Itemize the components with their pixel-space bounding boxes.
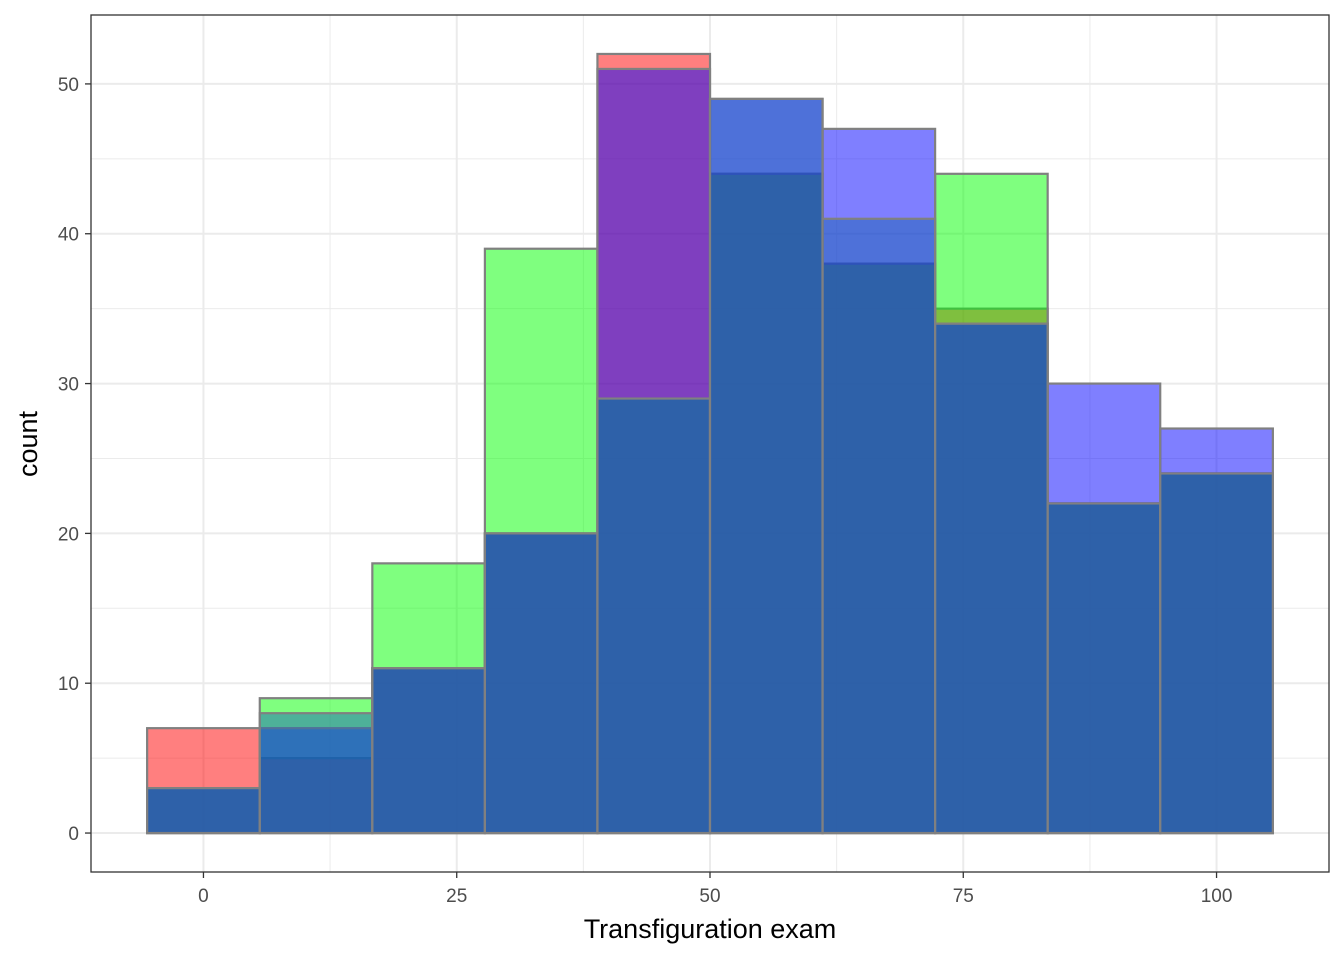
- axis-ticks: 0 25 50 75 100 0 10 20 30 40 50: [58, 75, 1233, 907]
- histogram-bar: [596, 397, 712, 835]
- x-tick-label: 100: [1201, 886, 1233, 907]
- histogram-bar: [1159, 472, 1274, 835]
- x-tick-label: 75: [953, 886, 974, 907]
- histogram-bar: [258, 712, 374, 835]
- y-tick-label: 0: [68, 824, 79, 845]
- y-tick-label: 30: [58, 375, 79, 396]
- histogram-bar: [371, 667, 486, 835]
- y-tick-label: 50: [58, 75, 79, 96]
- histogram-bar: [1046, 502, 1162, 835]
- x-tick-label: 0: [198, 886, 209, 907]
- y-tick-label: 10: [58, 674, 79, 695]
- histogram-bars: [146, 52, 1274, 835]
- y-tick-label: 40: [58, 225, 79, 246]
- x-tick-label: 25: [446, 886, 467, 907]
- histogram-series: [146, 97, 1274, 835]
- histogram-bar: [821, 217, 937, 835]
- histogram-bar: [146, 786, 261, 835]
- x-axis-title: Transfiguration exam: [584, 914, 837, 944]
- y-tick-label: 20: [58, 524, 79, 545]
- histogram-bar: [708, 97, 824, 835]
- x-tick-label: 50: [699, 886, 720, 907]
- histogram-bar: [483, 532, 599, 835]
- histogram-bar: [934, 322, 1049, 835]
- y-axis-title: count: [13, 410, 43, 477]
